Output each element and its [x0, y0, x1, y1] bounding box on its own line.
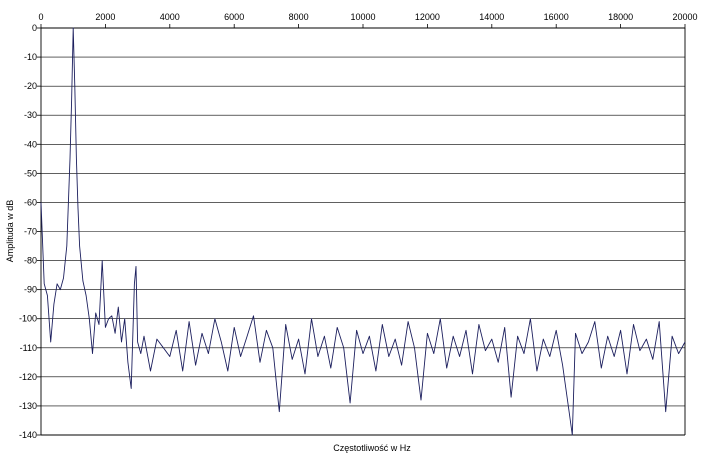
x-tick-label: 2000: [95, 12, 115, 22]
y-tick-label: -130: [19, 401, 37, 411]
y-tick-label: -120: [19, 372, 37, 382]
y-tick-label: -40: [24, 139, 37, 149]
x-tick-label: 10000: [350, 12, 375, 22]
y-tick-label: -70: [24, 227, 37, 237]
y-tick-label: -100: [19, 314, 37, 324]
x-tick-label: 14000: [479, 12, 504, 22]
x-tick-label: 8000: [289, 12, 309, 22]
x-tick-label: 4000: [160, 12, 180, 22]
series: [40, 27, 686, 436]
y-axis-label: Amplituda w dB: [5, 200, 15, 263]
y-tick-label: -30: [24, 110, 37, 120]
x-tick-label: 18000: [608, 12, 633, 22]
x-tick-label: 0: [38, 12, 43, 22]
y-tick-label: -20: [24, 81, 37, 91]
axes: [37, 24, 686, 436]
y-tick-label: -50: [24, 168, 37, 178]
y-tick-label: -90: [24, 285, 37, 295]
y-tick-label: -60: [24, 197, 37, 207]
spectrum-line: [40, 27, 686, 436]
x-axis-label: Częstotliwość w Hz: [333, 443, 411, 453]
x-tick-labels: 0 2000 4000 6000 8000 10000 12000 14000 16000 180…: [38, 12, 697, 22]
x-tick-label: 20000: [672, 12, 697, 22]
x-tick-label: 16000: [544, 12, 569, 22]
y-tick-label: -140: [19, 430, 37, 440]
x-tick-label: 12000: [415, 12, 440, 22]
gridlines: [41, 56, 685, 407]
y-tick-label: -10: [24, 52, 37, 62]
y-tick-label: -80: [24, 256, 37, 266]
y-tick-labels: 0 -10 -20 -30 -40 -50 -60 -70 -80 -90 -100 -110 -120…: [19, 23, 37, 440]
y-tick-label: -110: [20, 343, 37, 353]
x-tick-label: 6000: [224, 12, 244, 22]
y-tick-label: 0: [32, 23, 37, 33]
